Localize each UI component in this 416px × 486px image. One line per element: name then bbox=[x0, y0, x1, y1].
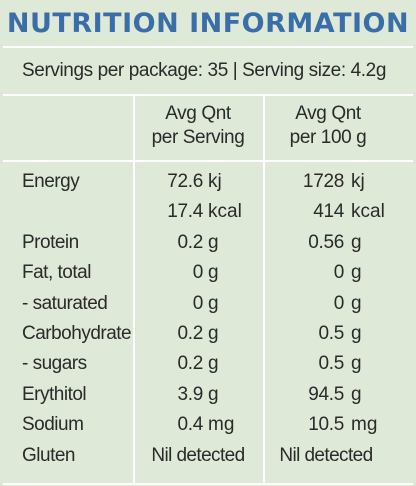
per-serving-unit: kj bbox=[208, 171, 222, 192]
per-100g-unit: kj bbox=[351, 171, 365, 192]
per-100g-value: 0 bbox=[333, 293, 345, 314]
panel-title: NUTRITION INFORMATION bbox=[6, 7, 410, 39]
per-serving-unit: g bbox=[208, 353, 219, 374]
column-header-line: per Serving bbox=[151, 127, 245, 148]
nutrient-label: - saturated bbox=[22, 293, 108, 314]
per-100g-unit: g bbox=[351, 262, 362, 283]
per-serving-value: 72.6 bbox=[167, 171, 203, 192]
per-100g-value: 1728 bbox=[302, 171, 344, 192]
per-100g-unit: g bbox=[351, 384, 362, 405]
per-100g-value: 414 bbox=[313, 201, 344, 222]
per-100g-unit: mg bbox=[351, 414, 378, 435]
column-header-line: per 100 g bbox=[289, 127, 367, 148]
column-header-line: Avg Qnt bbox=[165, 103, 231, 124]
per-100g-value: 94.5 bbox=[308, 384, 344, 405]
per-100g-value: 0 bbox=[333, 262, 345, 283]
per-serving-value: 17.4 bbox=[167, 201, 203, 222]
per-serving-unit: g bbox=[208, 384, 219, 405]
per-100g-unit: g bbox=[351, 293, 362, 314]
nutrient-label: Erythitol bbox=[22, 384, 87, 405]
per-serving-unit: g bbox=[208, 293, 219, 314]
per-serving-value: Nil detected bbox=[151, 445, 245, 466]
per-serving-unit: kcal bbox=[208, 201, 242, 222]
nutrient-label: Fat, total bbox=[22, 262, 91, 283]
per-serving-value: 3.9 bbox=[177, 384, 203, 405]
rule-bottom bbox=[3, 483, 413, 485]
servings-line: Servings per package: 35 | Serving size:… bbox=[22, 60, 386, 81]
column-header-per-100g: Avg Qnt per 100 g bbox=[263, 102, 393, 150]
per-100g-value: 10.5 bbox=[308, 414, 344, 435]
per-serving-unit: g bbox=[208, 262, 219, 283]
nutrient-label: Gluten bbox=[22, 445, 75, 466]
per-serving-value: 0 bbox=[192, 293, 204, 314]
per-100g-unit: kcal bbox=[351, 201, 385, 222]
per-100g-value: 0.5 bbox=[318, 323, 344, 344]
rule-under-title bbox=[3, 46, 413, 48]
per-serving-value: 0.2 bbox=[177, 353, 203, 374]
rule-under-servings bbox=[3, 94, 413, 96]
per-serving-unit: g bbox=[208, 323, 219, 344]
per-serving-value: 0.2 bbox=[177, 323, 203, 344]
per-100g-value: Nil detected bbox=[279, 445, 373, 466]
per-serving-value: 0.4 bbox=[177, 414, 203, 435]
per-100g-unit: g bbox=[351, 232, 362, 253]
per-serving-value: 0 bbox=[192, 262, 204, 283]
per-100g-unit: g bbox=[351, 353, 362, 374]
nutrient-label: Energy bbox=[22, 171, 80, 192]
per-serving-unit: g bbox=[208, 232, 219, 253]
column-header-line: Avg Qnt bbox=[295, 103, 361, 124]
nutrient-label: Protein bbox=[22, 232, 79, 253]
per-100g-value: 0.5 bbox=[318, 353, 344, 374]
per-100g-value: 0.56 bbox=[308, 232, 344, 253]
column-divider-2 bbox=[263, 96, 265, 483]
nutrient-label: Carbohydrate bbox=[22, 323, 132, 344]
nutrient-label: Sodium bbox=[22, 414, 84, 435]
per-100g-unit: g bbox=[351, 323, 362, 344]
per-serving-unit: mg bbox=[208, 414, 235, 435]
column-divider-1 bbox=[133, 96, 135, 483]
column-header-per-serving: Avg Qnt per Serving bbox=[133, 102, 263, 150]
per-serving-value: 0.2 bbox=[177, 232, 203, 253]
rule-under-header bbox=[3, 160, 413, 162]
nutrient-label: - sugars bbox=[22, 353, 87, 374]
